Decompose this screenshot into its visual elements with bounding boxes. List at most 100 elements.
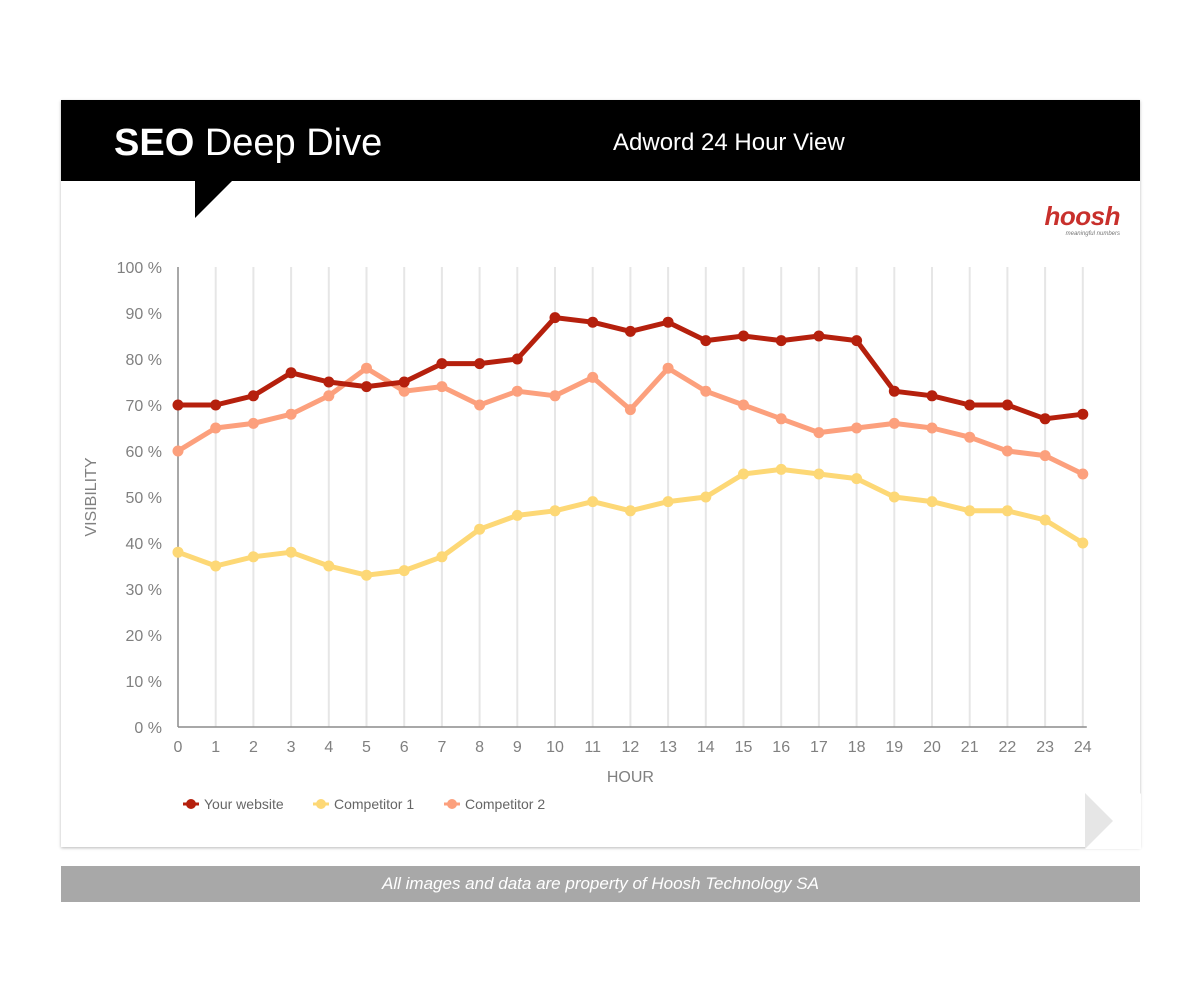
data-point-competitor-2 (964, 431, 976, 443)
data-point-competitor-2 (436, 381, 448, 393)
x-tick-label: 22 (999, 739, 1017, 756)
data-point-competitor-1 (738, 468, 749, 480)
data-point-competitor-2 (361, 362, 372, 374)
data-point-competitor-2 (587, 371, 599, 383)
data-point-competitor-2 (926, 422, 938, 434)
data-point-competitor-2 (1001, 445, 1013, 457)
data-point-competitor-2 (888, 417, 900, 429)
data-point-your-website (926, 390, 938, 402)
x-tick-label: 16 (772, 739, 790, 756)
x-tick-label: 10 (546, 739, 564, 756)
header-pointer (195, 180, 233, 218)
data-point-your-website (1001, 399, 1013, 411)
data-point-competitor-1 (851, 473, 863, 485)
x-tick-label: 13 (659, 739, 677, 756)
y-axis-title: VISIBILITY (83, 457, 100, 536)
legend-marker-competitor-1 (316, 799, 326, 809)
header-bar (61, 100, 1140, 181)
data-point-competitor-1 (964, 505, 976, 517)
legend-label-your-website: Your website (204, 796, 284, 812)
footer-copyright: All images and data are property of Hoos… (382, 874, 819, 893)
data-point-your-website (813, 330, 825, 342)
data-point-your-website (700, 335, 712, 347)
data-point-competitor-1 (247, 551, 259, 563)
y-tick-label: 90 % (126, 306, 162, 323)
data-point-competitor-2 (323, 390, 335, 402)
data-point-your-website (1039, 413, 1051, 425)
y-tick-label: 80 % (126, 352, 162, 369)
data-point-your-website (247, 390, 259, 402)
data-point-competitor-2 (738, 399, 749, 411)
data-point-competitor-1 (1039, 514, 1051, 526)
data-point-competitor-1 (888, 491, 900, 503)
data-point-competitor-1 (775, 463, 787, 475)
data-point-competitor-2 (398, 385, 410, 397)
y-tick-label: 50 % (126, 490, 162, 507)
x-tick-label: 11 (584, 739, 601, 756)
legend-label-competitor-2: Competitor 2 (465, 796, 545, 812)
data-point-competitor-1 (624, 505, 636, 517)
data-point-your-website (587, 316, 599, 328)
x-tick-label: 4 (324, 739, 333, 756)
y-tick-label: 0 % (134, 720, 162, 737)
x-tick-label: 21 (961, 739, 979, 756)
x-tick-label: 7 (437, 739, 446, 756)
x-tick-label: 2 (249, 739, 258, 756)
y-tick-label: 60 % (126, 444, 162, 461)
data-point-competitor-2 (172, 445, 184, 457)
x-tick-label: 20 (923, 739, 941, 756)
data-point-competitor-1 (511, 509, 523, 521)
x-tick-label: 23 (1036, 739, 1054, 756)
data-point-your-website (738, 330, 749, 342)
x-tick-label: 17 (810, 739, 828, 756)
data-point-your-website (474, 358, 486, 370)
y-tick-label: 40 % (126, 536, 162, 553)
data-point-competitor-1 (398, 565, 410, 577)
data-point-competitor-1 (172, 546, 184, 558)
x-tick-label: 18 (848, 739, 866, 756)
data-point-competitor-2 (813, 427, 825, 439)
data-point-competitor-2 (549, 390, 561, 402)
data-point-your-website (888, 385, 900, 397)
data-point-competitor-1 (436, 551, 448, 563)
data-point-your-website (511, 353, 523, 365)
x-tick-label: 0 (174, 739, 183, 756)
x-tick-label: 19 (885, 739, 903, 756)
data-point-competitor-2 (700, 385, 712, 397)
data-point-competitor-2 (474, 399, 486, 411)
x-tick-label: 9 (513, 739, 522, 756)
data-point-competitor-2 (624, 404, 636, 416)
legend-marker-your-website (186, 799, 196, 809)
data-point-your-website (285, 367, 297, 379)
data-point-competitor-1 (1001, 505, 1013, 517)
data-point-competitor-1 (1077, 537, 1089, 549)
x-tick-label: 8 (475, 739, 484, 756)
data-point-competitor-1 (323, 560, 335, 572)
data-point-your-website (1077, 408, 1089, 420)
data-point-your-website (323, 376, 335, 388)
data-point-competitor-2 (511, 385, 523, 397)
data-point-your-website (851, 335, 863, 347)
y-tick-label: 30 % (126, 582, 162, 599)
data-point-your-website (361, 381, 372, 393)
data-point-competitor-1 (926, 496, 938, 508)
data-point-your-website (624, 325, 636, 337)
x-tick-label: 15 (735, 739, 753, 756)
chart-card (61, 100, 1140, 847)
data-point-competitor-1 (700, 491, 712, 503)
page-title-bold: SEO (114, 122, 195, 164)
data-point-your-website (436, 358, 448, 370)
x-axis-title: HOUR (607, 769, 654, 786)
x-tick-label: 5 (362, 739, 371, 756)
data-point-your-website (964, 399, 976, 411)
chart-subtitle: Adword 24 Hour View (613, 129, 845, 156)
x-tick-label: 12 (622, 739, 640, 756)
data-point-competitor-1 (285, 546, 297, 558)
data-point-competitor-2 (775, 413, 787, 425)
data-point-your-website (549, 312, 561, 324)
data-point-your-website (775, 335, 787, 347)
x-tick-label: 6 (400, 739, 409, 756)
data-point-your-website (662, 316, 674, 328)
data-point-competitor-2 (285, 408, 297, 420)
data-point-competitor-2 (210, 422, 222, 434)
